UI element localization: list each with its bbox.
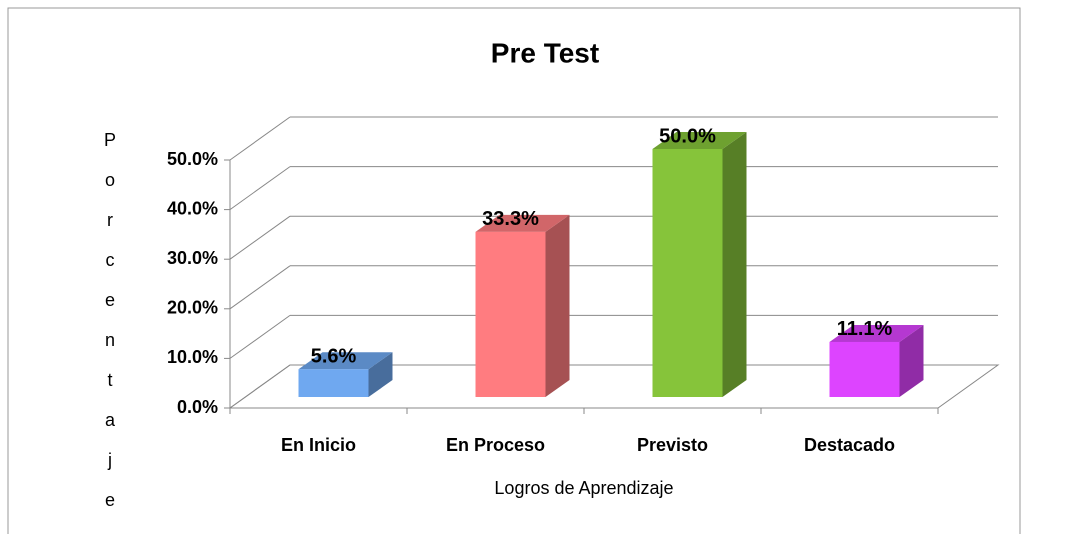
y-tick-label: 10.0% [167, 347, 218, 367]
bar-side [722, 132, 747, 397]
bar [829, 341, 900, 397]
y-tick-label: 0.0% [177, 397, 218, 417]
bar [652, 149, 723, 397]
x-tick-label: Destacado [804, 435, 895, 455]
y-axis-label: Porcentaje [100, 130, 120, 530]
y-tick-label: 20.0% [167, 298, 218, 318]
value-label: 50.0% [659, 125, 716, 147]
value-label: 33.3% [482, 208, 539, 230]
bar-top [298, 352, 393, 370]
bar-side [545, 214, 570, 397]
y-tick-label: 40.0% [167, 198, 218, 218]
value-label: 5.6% [311, 346, 357, 368]
x-tick-label: Previsto [637, 435, 708, 455]
x-tick-label: En Inicio [281, 435, 356, 455]
grid-line-side [229, 166, 291, 211]
bar-side [368, 352, 393, 397]
bar-side [899, 324, 924, 397]
grid-line-side [229, 215, 291, 260]
y-tick-label: 30.0% [167, 248, 218, 268]
chart-title: Pre Test [491, 37, 599, 68]
value-label: 11.1% [837, 318, 893, 340]
bar-top [475, 214, 570, 232]
bar-top [829, 324, 924, 342]
grid-line-side [229, 364, 291, 409]
x-tick-label: En Proceso [446, 435, 545, 455]
chart-border [7, 7, 1021, 534]
bar [475, 231, 546, 397]
grid-line-side [229, 116, 291, 161]
grid-line-side [229, 314, 291, 359]
y-tick-label: 50.0% [167, 149, 218, 169]
bar [298, 369, 369, 397]
bar-top [652, 132, 747, 149]
x-axis-label: Logros de Aprendizaje [494, 478, 673, 498]
grid-line-side [229, 265, 291, 310]
